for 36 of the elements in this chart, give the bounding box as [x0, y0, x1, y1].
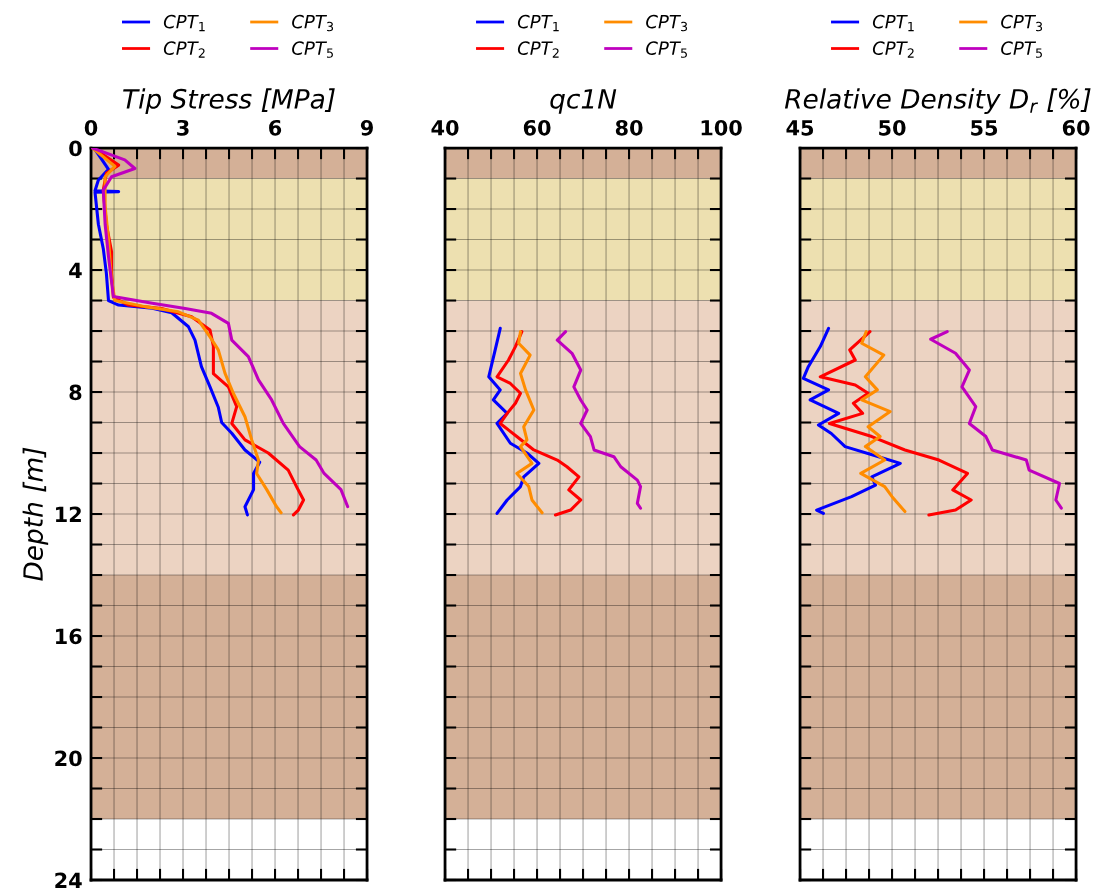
y-tick-label: 16 — [56, 628, 82, 645]
x-tick-label: 50 — [879, 119, 906, 136]
y-tick-label: 20 — [55, 750, 82, 767]
legend-label: CPT$_{3}$ — [646, 14, 688, 32]
legend-label: CPT$_{1}$ — [517, 14, 559, 32]
y-tick-label: 8 — [69, 384, 82, 401]
x-tick-label: 40 — [431, 119, 459, 136]
legend-label: CPT$_{2}$ — [872, 41, 914, 58]
y-tick-label: 24 — [55, 872, 82, 888]
legend-label: CPT$_{5}$ — [646, 41, 687, 58]
legend-label: CPT$_{3}$ — [292, 14, 334, 32]
x-tick-label: 80 — [615, 119, 643, 136]
y-tick-label: 0 — [69, 140, 82, 157]
x-tick-label: 0 — [84, 119, 98, 136]
x-axis-title: Relative Density D$_{r}$ [%] — [784, 88, 1091, 114]
x-tick-label: 60 — [1062, 119, 1090, 136]
y-tick-label: 4 — [69, 262, 82, 278]
y-tick-label: 12 — [56, 506, 81, 522]
legend-label: CPT$_{1}$ — [872, 14, 914, 32]
x-axis-title: Tip Stress [MPa] — [123, 88, 335, 114]
legend-label: CPT$_{3}$ — [1001, 14, 1043, 32]
legend-label: CPT$_{2}$ — [163, 41, 205, 58]
x-tick-label: 3 — [177, 119, 189, 136]
x-tick-label: 9 — [360, 119, 373, 136]
legend-label: CPT$_{5}$ — [1001, 41, 1042, 58]
x-tick-label: 6 — [269, 119, 282, 136]
legend-label: CPT$_{2}$ — [517, 41, 559, 58]
x-tick-label: 60 — [523, 119, 551, 136]
legend-label: CPT$_{5}$ — [292, 41, 333, 58]
y-axis-title: Depth [m] — [22, 447, 49, 581]
x-tick-label: 100 — [701, 119, 742, 136]
line-series — [91, 148, 350, 509]
x-tick-label: 55 — [971, 120, 998, 136]
x-axis-title: qc1N — [550, 89, 617, 114]
legend-label: CPT$_{1}$ — [163, 14, 205, 32]
x-tick-label: 45 — [786, 120, 814, 136]
